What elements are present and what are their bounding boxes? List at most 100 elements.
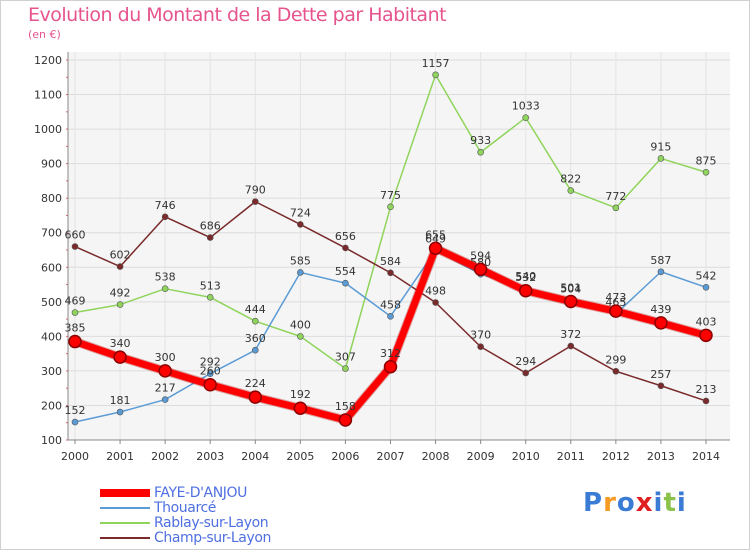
logo-letter: r bbox=[603, 488, 617, 518]
y-tick-label: 500 bbox=[41, 296, 62, 309]
data-label: 300 bbox=[155, 351, 176, 364]
data-label: 217 bbox=[155, 382, 176, 395]
data-point bbox=[293, 401, 308, 415]
data-label: 299 bbox=[605, 353, 626, 366]
y-tick-label: 600 bbox=[41, 261, 62, 274]
x-tick-label: 2013 bbox=[647, 450, 675, 463]
data-label: 360 bbox=[245, 332, 266, 345]
data-point bbox=[116, 263, 124, 270]
data-point bbox=[657, 382, 665, 390]
data-label: 649 bbox=[425, 232, 446, 245]
data-label: 370 bbox=[470, 329, 491, 342]
data-label: 385 bbox=[65, 322, 86, 335]
legend-item: Thouarcé bbox=[100, 500, 271, 516]
data-label: 473 bbox=[605, 291, 626, 304]
data-label: 152 bbox=[65, 404, 86, 417]
data-point bbox=[71, 418, 79, 426]
legend-item: Champ-sur-Layon bbox=[100, 529, 271, 546]
data-point bbox=[473, 262, 488, 277]
data-point bbox=[432, 71, 439, 79]
data-label: 213 bbox=[696, 383, 717, 396]
data-label: 532 bbox=[515, 271, 536, 284]
data-point bbox=[251, 346, 259, 354]
data-point bbox=[383, 360, 398, 374]
data-point bbox=[564, 294, 578, 309]
data-label: 554 bbox=[335, 265, 356, 278]
x-tick-label: 2000 bbox=[61, 450, 89, 463]
data-point bbox=[609, 304, 623, 318]
data-point bbox=[518, 284, 533, 298]
data-label: 403 bbox=[696, 315, 717, 328]
x-tick-label: 2012 bbox=[602, 450, 630, 463]
x-tick-label: 2009 bbox=[467, 450, 495, 463]
data-label: 400 bbox=[290, 318, 311, 331]
data-label: 724 bbox=[290, 206, 311, 219]
data-point bbox=[158, 364, 172, 378]
data-label: 585 bbox=[290, 254, 311, 267]
x-tick-label: 2003 bbox=[196, 450, 224, 463]
data-point bbox=[113, 350, 127, 364]
data-point bbox=[477, 148, 484, 156]
logo-letter: i bbox=[676, 488, 687, 518]
legend-label: FAYE-D'ANJOU bbox=[154, 484, 247, 501]
data-point bbox=[702, 397, 710, 405]
data-label: 1033 bbox=[512, 100, 540, 113]
data-label: 439 bbox=[650, 303, 671, 316]
data-label: 513 bbox=[200, 279, 221, 292]
chart-title: Evolution du Montant de la Dette par Hab… bbox=[28, 4, 447, 26]
data-point bbox=[567, 342, 575, 350]
data-point bbox=[338, 413, 353, 427]
data-label: 501 bbox=[560, 281, 581, 294]
data-point bbox=[522, 369, 530, 377]
data-label: 775 bbox=[380, 189, 401, 202]
data-point bbox=[161, 285, 169, 292]
y-tick-label: 200 bbox=[41, 399, 62, 412]
data-label: 655 bbox=[425, 228, 446, 241]
data-label: 660 bbox=[65, 229, 86, 242]
x-tick-label: 2011 bbox=[557, 450, 585, 463]
x-tick-label: 2007 bbox=[377, 450, 405, 463]
y-tick-label: 300 bbox=[41, 365, 62, 378]
data-point bbox=[251, 317, 259, 325]
data-point bbox=[203, 377, 217, 392]
data-point bbox=[161, 213, 169, 221]
data-label: 504 bbox=[560, 282, 581, 295]
data-point bbox=[342, 279, 349, 287]
legend-label: Champ-sur-Layon bbox=[154, 529, 271, 546]
data-label: 307 bbox=[335, 350, 356, 363]
data-label: 458 bbox=[380, 298, 401, 311]
x-tick-label: 2004 bbox=[241, 450, 269, 463]
y-tick-label: 100 bbox=[41, 434, 62, 447]
data-label: 656 bbox=[335, 230, 356, 243]
data-label: 444 bbox=[245, 303, 266, 316]
data-label: 686 bbox=[200, 220, 221, 233]
data-label: 192 bbox=[290, 388, 311, 401]
data-point bbox=[567, 187, 575, 194]
data-point bbox=[248, 390, 263, 404]
logo-letter: x bbox=[635, 488, 654, 518]
data-label: 594 bbox=[470, 249, 491, 262]
data-point bbox=[161, 396, 169, 403]
data-label: 584 bbox=[380, 255, 401, 268]
data-point bbox=[387, 313, 394, 320]
logo-letter: o bbox=[616, 488, 636, 518]
x-tick-label: 2002 bbox=[151, 450, 179, 463]
logo-letter: P bbox=[583, 488, 604, 518]
y-tick-label: 1100 bbox=[34, 89, 62, 102]
y-tick-label: 900 bbox=[41, 158, 62, 171]
data-label: 292 bbox=[200, 356, 221, 369]
data-point bbox=[432, 299, 439, 306]
data-point bbox=[522, 114, 530, 121]
data-label: 540 bbox=[515, 270, 536, 283]
chart-subtitle: (en €) bbox=[28, 28, 61, 41]
x-tick-label: 2014 bbox=[692, 450, 720, 463]
data-point bbox=[342, 365, 349, 372]
data-label: 542 bbox=[696, 269, 717, 282]
data-label: 469 bbox=[65, 295, 86, 308]
data-point bbox=[657, 268, 665, 276]
data-point bbox=[612, 367, 620, 375]
y-tick-label: 1200 bbox=[34, 54, 62, 67]
legend-label: Rablay-sur-Layon bbox=[154, 514, 269, 531]
data-label: 372 bbox=[560, 328, 581, 341]
data-label: 465 bbox=[605, 296, 626, 309]
